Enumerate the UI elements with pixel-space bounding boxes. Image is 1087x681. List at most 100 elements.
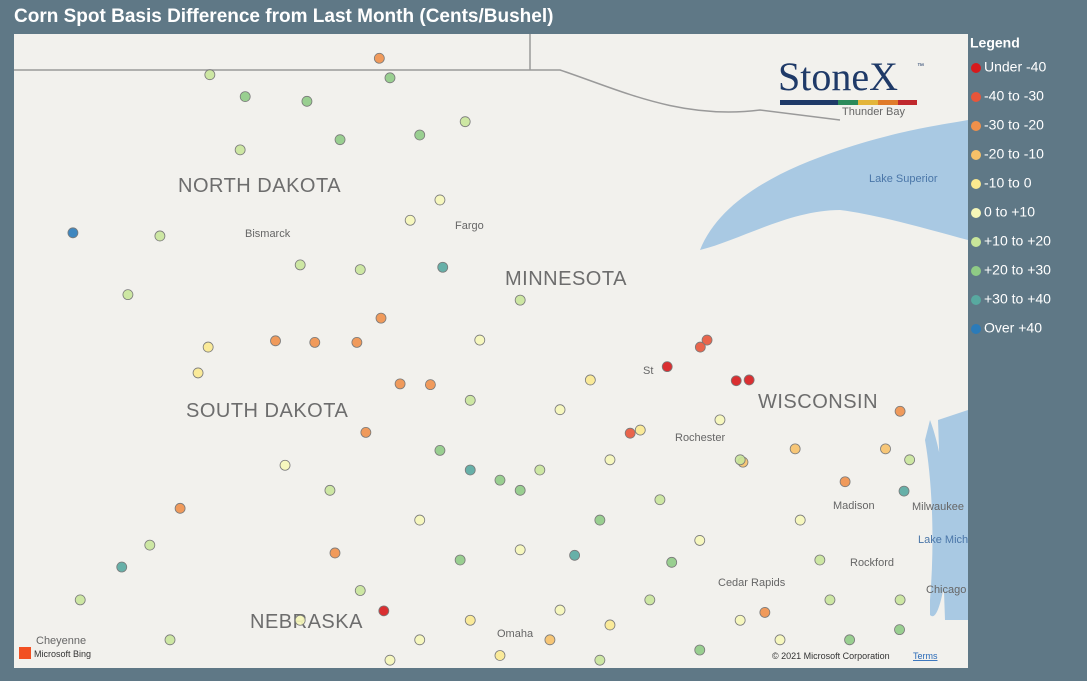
point	[880, 443, 891, 455]
point	[67, 227, 79, 239]
legend-swatch	[971, 150, 981, 160]
point	[894, 624, 905, 636]
point	[694, 341, 706, 353]
point	[534, 464, 546, 476]
point	[759, 607, 771, 618]
point	[743, 374, 755, 386]
city-label: Cedar Rapids	[718, 577, 786, 589]
legend-label: -10 to 0	[984, 175, 1032, 191]
point	[414, 129, 426, 141]
point	[814, 554, 826, 566]
map: NORTH DAKOTA MINNESOTA SOUTH DAKOTA WISC…	[14, 34, 968, 668]
point	[898, 485, 910, 497]
legend-swatch	[971, 208, 981, 218]
point	[464, 614, 476, 626]
point	[384, 654, 396, 666]
legend-label: -40 to -30	[984, 88, 1044, 104]
point	[459, 116, 471, 128]
map-land	[14, 34, 968, 668]
legend-swatch	[971, 121, 981, 131]
city-label: Madison	[833, 500, 875, 512]
city-label: Bismarck	[245, 228, 291, 240]
lake-michigan	[925, 410, 968, 620]
state-label: SOUTH DAKOTA	[186, 400, 348, 422]
point	[154, 230, 166, 242]
terms-link[interactable]: Terms	[913, 651, 938, 661]
point	[789, 443, 801, 455]
points	[67, 52, 916, 666]
legend-swatch	[971, 63, 981, 73]
point	[894, 405, 906, 417]
point	[701, 334, 713, 346]
legend-label: -20 to -10	[984, 146, 1044, 162]
point	[839, 476, 851, 488]
point	[294, 614, 306, 626]
point	[434, 445, 446, 456]
point	[666, 556, 678, 568]
legend: Under -40 -40 to -30 -30 to -20 -20 to -10 -…	[971, 59, 1051, 336]
legend-label: +30 to +40	[984, 291, 1051, 307]
point	[164, 634, 176, 646]
city-label: St	[643, 365, 653, 377]
city-label: Milwaukee	[912, 501, 964, 513]
point	[714, 414, 726, 426]
legend-swatch	[971, 295, 981, 305]
title: Corn Spot Basis Difference from Last Mon…	[14, 6, 553, 27]
state-label: WISCONSIN	[758, 391, 878, 413]
point	[661, 361, 673, 373]
legend-label: +20 to +30	[984, 262, 1051, 278]
point	[554, 404, 566, 416]
point	[824, 594, 836, 606]
point	[514, 294, 526, 306]
point	[324, 484, 336, 496]
point	[734, 614, 746, 626]
legend-label: -30 to -20	[984, 117, 1044, 133]
point	[894, 594, 906, 606]
point	[294, 259, 306, 271]
point	[474, 334, 486, 346]
city-label: Thunder Bay	[842, 106, 905, 118]
point	[373, 52, 385, 64]
point	[378, 605, 390, 617]
legend-swatch	[971, 237, 981, 247]
point	[437, 261, 449, 273]
point	[424, 379, 436, 391]
city-label: Rochester	[675, 432, 725, 444]
point	[654, 494, 666, 506]
legend-title: Legend	[970, 35, 1020, 51]
point	[594, 654, 606, 666]
point	[594, 514, 606, 526]
point	[454, 554, 466, 566]
point	[730, 375, 742, 387]
point	[414, 514, 426, 526]
point	[844, 634, 855, 646]
point	[144, 539, 156, 551]
point	[122, 289, 134, 301]
point	[644, 594, 656, 606]
point	[694, 644, 706, 656]
legend-label: Under -40	[984, 59, 1046, 75]
point	[584, 374, 596, 386]
point	[514, 544, 526, 556]
point	[309, 336, 321, 348]
point	[174, 502, 186, 514]
point	[464, 394, 476, 406]
point	[624, 427, 636, 439]
bing-icon	[19, 647, 31, 659]
point	[604, 619, 616, 631]
point	[464, 464, 476, 476]
point	[904, 454, 916, 466]
point	[604, 454, 616, 466]
point	[375, 312, 387, 324]
city-label: Rockford	[850, 557, 894, 569]
legend-label: +10 to +20	[984, 233, 1051, 249]
point	[494, 650, 506, 661]
point	[694, 535, 706, 546]
legend-swatch	[971, 92, 981, 102]
point	[116, 561, 128, 573]
provider: Microsoft Bing	[34, 649, 91, 659]
point	[384, 72, 396, 84]
point	[279, 459, 291, 471]
point	[554, 604, 566, 616]
